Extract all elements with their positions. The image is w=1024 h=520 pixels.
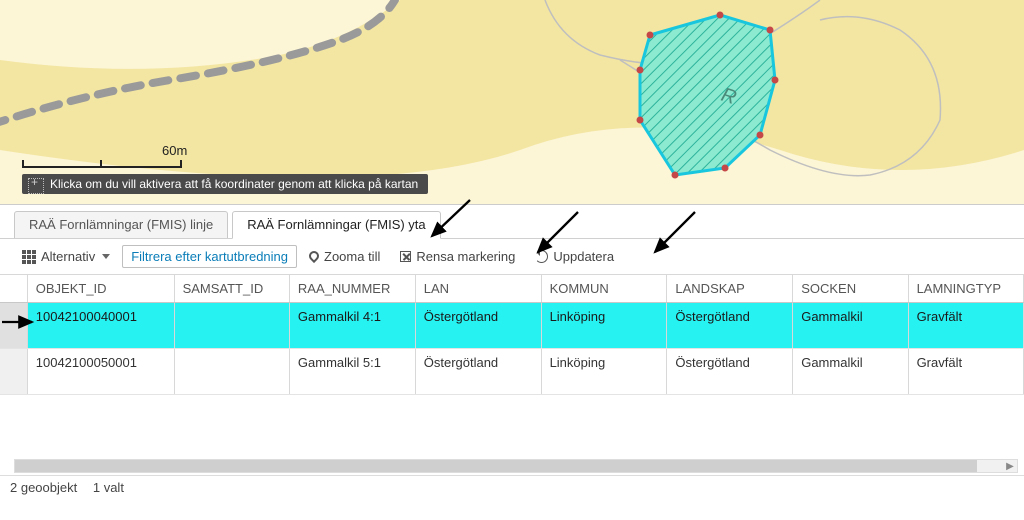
options-button[interactable]: Alternativ: [14, 246, 118, 267]
filter-by-extent-button[interactable]: Filtrera efter kartutbredning: [122, 245, 297, 268]
cell-SAMSATT_ID[interactable]: [174, 303, 289, 349]
col-RAA_NUMMER[interactable]: RAA_NUMMER: [289, 275, 415, 303]
tab-fmis-yta[interactable]: RAÄ Fornlämningar (FMIS) yta: [232, 211, 440, 239]
scroll-right-arrow[interactable]: ▶: [1003, 460, 1017, 472]
col-KOMMUN[interactable]: KOMMUN: [541, 275, 667, 303]
cell-SOCKEN[interactable]: Gammalkil: [793, 303, 908, 349]
cell-LAN[interactable]: Östergötland: [415, 303, 541, 349]
zoom-label: Zooma till: [324, 249, 380, 264]
status-bar: 2 geoobjekt 1 valt: [0, 475, 1024, 499]
options-icon: [22, 250, 36, 264]
table-row[interactable]: 10042100040001Gammalkil 4:1ÖstergötlandL…: [0, 303, 1024, 349]
cell-OBJEKT_ID[interactable]: 10042100050001: [27, 349, 174, 395]
cell-RAA_NUMMER[interactable]: Gammalkil 4:1: [289, 303, 415, 349]
cell-LAN[interactable]: Östergötland: [415, 349, 541, 395]
pin-icon: [307, 248, 321, 262]
cell-KOMMUN[interactable]: Linköping: [541, 303, 667, 349]
col-LANDSKAP[interactable]: LANDSKAP: [667, 275, 793, 303]
map-coordinate-hint[interactable]: Klicka om du vill aktivera att få koordi…: [22, 174, 428, 194]
cell-SOCKEN[interactable]: Gammalkil: [793, 349, 908, 395]
status-selected: 1 valt: [93, 480, 124, 495]
map-panel[interactable]: R 60m Klicka om du vill aktivera att få …: [0, 0, 1024, 205]
options-label: Alternativ: [41, 249, 95, 264]
refresh-button[interactable]: Uppdatera: [527, 246, 622, 267]
col-SAMSATT_ID[interactable]: SAMSATT_ID: [174, 275, 289, 303]
zoom-to-button[interactable]: Zooma till: [301, 246, 388, 267]
scroll-thumb[interactable]: [15, 460, 977, 472]
cell-LANDSKAP[interactable]: Östergötland: [667, 303, 793, 349]
col-OBJEKT_ID[interactable]: OBJEKT_ID: [27, 275, 174, 303]
clear-label: Rensa markering: [416, 249, 515, 264]
table-row[interactable]: 10042100050001Gammalkil 5:1ÖstergötlandL…: [0, 349, 1024, 395]
clear-icon: [400, 251, 411, 262]
col-SOCKEN[interactable]: SOCKEN: [793, 275, 908, 303]
row-handle-header: [0, 275, 27, 303]
col-LAN[interactable]: LAN: [415, 275, 541, 303]
horizontal-scrollbar[interactable]: ◄ ▶: [14, 459, 1018, 473]
table-toolbar: Alternativ Filtrera efter kartutbredning…: [0, 239, 1024, 275]
cell-LAMNINGTYP[interactable]: Gravfält: [908, 303, 1023, 349]
col-LAMNINGTYP[interactable]: LAMNINGTYP: [908, 275, 1023, 303]
status-count: 2 geoobjekt: [10, 480, 77, 495]
refresh-icon: [535, 250, 548, 263]
cell-KOMMUN[interactable]: Linköping: [541, 349, 667, 395]
attribute-table: OBJEKT_IDSAMSATT_IDRAA_NUMMERLANKOMMUNLA…: [0, 275, 1024, 475]
cell-LANDSKAP[interactable]: Östergötland: [667, 349, 793, 395]
cell-OBJEKT_ID[interactable]: 10042100040001: [27, 303, 174, 349]
tab-bar: RAÄ Fornlämningar (FMIS) linje RAÄ Fornl…: [0, 205, 1024, 239]
cell-RAA_NUMMER[interactable]: Gammalkil 5:1: [289, 349, 415, 395]
row-handle[interactable]: [0, 303, 27, 349]
tab-fmis-linje[interactable]: RAÄ Fornlämningar (FMIS) linje: [14, 211, 228, 238]
cell-LAMNINGTYP[interactable]: Gravfält: [908, 349, 1023, 395]
refresh-label: Uppdatera: [553, 249, 614, 264]
filter-label: Filtrera efter kartutbredning: [131, 249, 288, 264]
chevron-down-icon: [102, 254, 110, 259]
map-scalebar: 60m: [22, 148, 182, 168]
clear-selection-button[interactable]: Rensa markering: [392, 246, 523, 267]
row-handle[interactable]: [0, 349, 27, 395]
cell-SAMSATT_ID[interactable]: [174, 349, 289, 395]
